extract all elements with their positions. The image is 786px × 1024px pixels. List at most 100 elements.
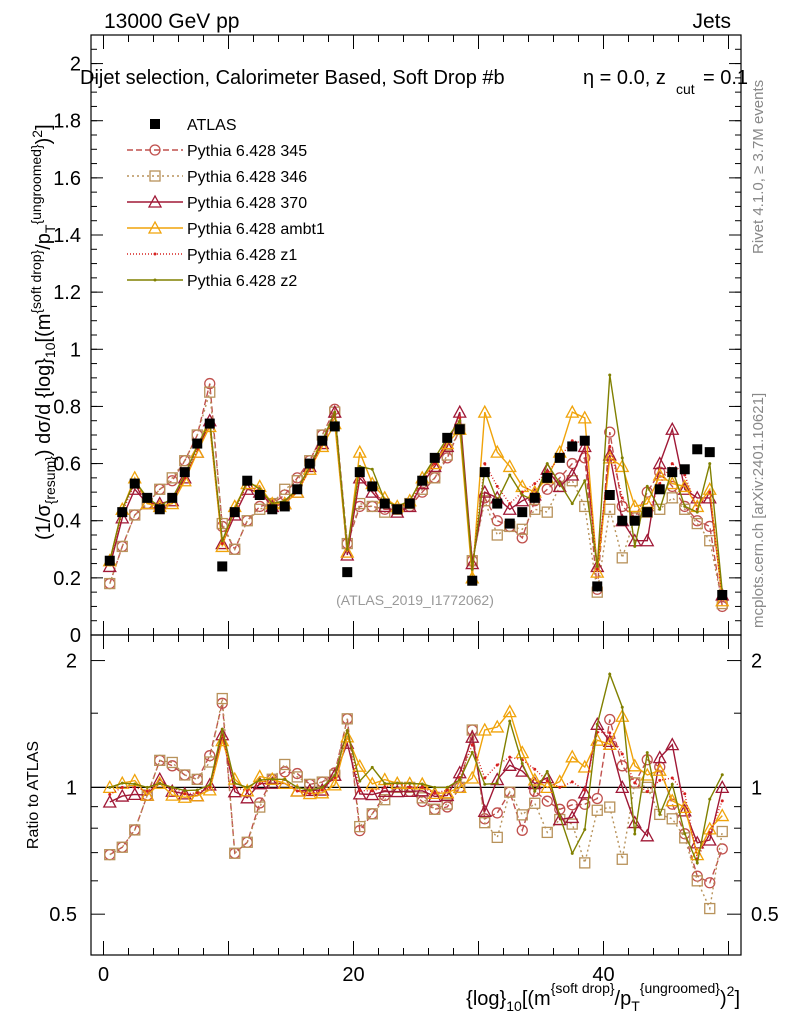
legend-label: Pythia 6.428 z1 bbox=[187, 247, 297, 264]
pythia-6-428-ambt1-point bbox=[577, 410, 592, 424]
ratio-pythia-6-428-z2-point bbox=[608, 672, 612, 676]
pythia-6-428-346-point bbox=[429, 472, 441, 484]
ratio-pythia-6-428-z1-point bbox=[533, 767, 537, 771]
ratio-pythia-6-428-z2-point bbox=[520, 761, 524, 765]
pythia-6-428-z2-point bbox=[595, 564, 599, 568]
ratio-pythia-6-428-346-point bbox=[441, 798, 453, 810]
pythia-6-428-346-point bbox=[104, 577, 116, 590]
atlas-point bbox=[192, 438, 203, 449]
chart-title: Dijet selection, Calorimeter Based, Soft… bbox=[80, 67, 505, 89]
ratio-pythia-6-428-z1-point bbox=[658, 778, 662, 782]
atlas-point bbox=[492, 498, 503, 509]
ratio-pythia-6-428-ambt1-point bbox=[177, 789, 192, 803]
ratio-pythia-6-428-z2-point bbox=[295, 785, 299, 789]
atlas-point bbox=[354, 467, 365, 478]
ratio-pythia-6-428-345-point bbox=[716, 843, 728, 855]
ratio-pythia-6-428-370-point bbox=[465, 729, 480, 743]
ratio-pythia-6-428-345-point bbox=[566, 799, 578, 811]
main-ytick-label: 1.6 bbox=[53, 168, 81, 190]
atlas-point bbox=[542, 472, 553, 483]
ratio-pythia-6-428-ambt1-point bbox=[490, 719, 505, 733]
atlas-point bbox=[429, 452, 440, 463]
pythia-6-428-345-point bbox=[241, 515, 253, 527]
ratio-pythia-6-428-345-point bbox=[591, 792, 603, 805]
pythia-6-428-370-point bbox=[677, 481, 692, 495]
pythia-6-428-ambt1-point bbox=[602, 450, 617, 464]
ratio-pythia-6-428-345-point bbox=[516, 824, 528, 836]
ratio-pythia-6-428-z2-point bbox=[533, 789, 537, 793]
ratio-pythia-6-428-370-point bbox=[402, 784, 417, 798]
pythia-6-428-z1-point bbox=[495, 484, 499, 488]
series-line-pythia-6-428-z2 bbox=[109, 374, 723, 593]
ratio-pythia-6-428-z2-point bbox=[383, 781, 387, 785]
ratio-pythia-6-428-z2-point bbox=[695, 861, 699, 865]
atlas-point bbox=[179, 467, 190, 478]
ratio-pythia-6-428-z2-point bbox=[708, 797, 712, 801]
ratio-pythia-6-428-z2-point bbox=[483, 782, 487, 786]
pythia-6-428-z1-point bbox=[595, 567, 599, 571]
atlas-point bbox=[579, 435, 590, 446]
ratio-pythia-6-428-346-point bbox=[704, 902, 716, 915]
ratio-pythia-6-428-z2-point bbox=[545, 769, 549, 773]
ratio-pythia-6-428-346-point bbox=[366, 808, 378, 820]
main-ytick-label: 0.8 bbox=[53, 396, 81, 418]
atlas-point bbox=[329, 421, 340, 432]
ratio-pythia-6-428-ambt1-point bbox=[477, 722, 492, 736]
ratio-pythia-6-428-346-point bbox=[116, 841, 128, 853]
pythia-6-428-z1-point bbox=[458, 416, 462, 420]
pythia-6-428-z2-point bbox=[220, 539, 224, 543]
ratio-pythia-6-428-z1-point bbox=[133, 785, 137, 789]
ratio-pythia-6-428-z1-point bbox=[245, 789, 249, 793]
ratio-pythia-6-428-z1-point bbox=[208, 785, 212, 789]
ratio-pythia-6-428-346-point bbox=[604, 801, 616, 813]
ratio-pythia-6-428-z2-point bbox=[583, 828, 587, 832]
pythia-6-428-370-point bbox=[340, 547, 355, 561]
pythia-6-428-346-point bbox=[529, 503, 541, 515]
pythia-6-428-345-point bbox=[491, 515, 503, 527]
atlas-point bbox=[392, 504, 403, 515]
main-ytick-label: 0.2 bbox=[53, 568, 81, 590]
ratio-ytick-label: 0.5 bbox=[49, 904, 77, 926]
ratio-pythia-6-428-ambt1-point bbox=[240, 783, 255, 797]
ratio-pythia-6-428-z1-point bbox=[495, 763, 499, 767]
pythia-6-428-346-point bbox=[116, 540, 128, 553]
legend-entry-pythia-6-428-346: Pythia 6.428 346 bbox=[127, 169, 307, 186]
ratio-pythia-6-428-z1-point bbox=[720, 799, 724, 803]
ratio-pythia-6-428-z2-point bbox=[133, 782, 137, 786]
pythia-6-428-z2-point bbox=[520, 493, 524, 497]
ratio-series-group bbox=[102, 671, 730, 915]
ratio-pythia-6-428-z2-point bbox=[395, 781, 399, 785]
atlas-point bbox=[504, 518, 515, 529]
ratio-pythia-6-428-z1-point bbox=[183, 792, 187, 796]
atlas-point bbox=[717, 590, 728, 600]
ratio-pythia-6-428-z2-point bbox=[195, 788, 199, 792]
atlas-point bbox=[667, 467, 678, 478]
ratio-pythia-6-428-346-point bbox=[291, 771, 303, 783]
legend-label: Pythia 6.428 345 bbox=[187, 143, 307, 160]
watermark: (ATLAS_2019_I1772062) bbox=[336, 592, 494, 608]
main-y-label: (1/σ{resum}) dσ/d {log}10[(m{soft drop}/… bbox=[28, 124, 58, 540]
atlas-point bbox=[417, 475, 428, 486]
ratio-pythia-6-428-ambt1-point bbox=[590, 732, 605, 746]
pythia-6-428-346-point bbox=[566, 475, 578, 487]
atlas-point bbox=[342, 567, 353, 578]
pythia-6-428-z1-point bbox=[220, 542, 224, 546]
pythia-6-428-ambt1-point bbox=[665, 476, 680, 490]
ratio-pythia-6-428-345-point bbox=[529, 785, 541, 797]
ratio-pythia-6-428-z2-point bbox=[145, 785, 149, 789]
ratio-pythia-6-428-z1-point bbox=[383, 785, 387, 789]
ratio-pythia-6-428-370-point bbox=[390, 784, 405, 798]
pythia-6-428-370-point bbox=[640, 533, 655, 547]
ratio-pythia-6-428-z2-point bbox=[620, 705, 624, 709]
ratio-pythia-6-428-345-point bbox=[491, 807, 503, 819]
pythia-6-428-z1-point bbox=[508, 502, 512, 506]
ratio-pythia-6-428-346-point bbox=[504, 786, 516, 798]
ratio-pythia-6-428-346-point bbox=[479, 817, 491, 829]
main-ytick-label: 1.8 bbox=[53, 111, 81, 133]
ratio-pythia-6-428-370-point bbox=[615, 780, 630, 794]
ratio-pythia-6-428-370-point bbox=[365, 787, 380, 801]
atlas-point bbox=[267, 504, 278, 515]
atlas-point bbox=[554, 452, 565, 463]
pythia-6-428-370-point bbox=[440, 439, 455, 453]
